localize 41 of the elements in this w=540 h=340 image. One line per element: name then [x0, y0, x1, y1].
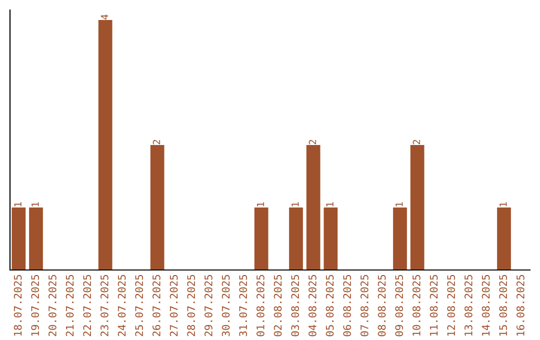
x-tick-label: 04.08.2025	[308, 275, 316, 336]
x-tick-label: 02.08.2025	[274, 275, 282, 336]
x-tick-label: 14.08.2025	[482, 275, 490, 336]
data-label: 1	[14, 202, 22, 206]
x-tick-label: 26.07.2025	[152, 275, 160, 336]
x-tick-label: 03.08.2025	[291, 275, 300, 336]
x-tick-label: 30.07.2025	[222, 275, 230, 336]
x-tick-label: 05.08.2025	[326, 275, 334, 336]
data-label: 1	[32, 202, 39, 206]
x-tick-label: 08.08.2025	[378, 275, 386, 336]
x-tick-label: 27.07.2025	[170, 275, 178, 336]
data-label: 1	[292, 202, 299, 206]
data-label: 1	[396, 202, 403, 206]
x-tick-label: 24.07.2025	[118, 275, 126, 336]
x-tick-label: 13.08.2025	[464, 275, 472, 336]
x-tick-label: 16.08.2025	[516, 275, 524, 336]
x-tick-label: 23.07.2025	[100, 275, 108, 336]
x-tick-label: 19.07.2025	[31, 275, 40, 336]
x-tick-label: 18.07.2025	[14, 275, 22, 336]
x-tick-label: 07.08.2025	[360, 275, 368, 336]
x-tick-label: 31.07.2025	[239, 275, 248, 336]
x-tick-label: 09.08.2025	[395, 275, 404, 336]
data-label: 1	[500, 202, 507, 206]
x-tick-label: 20.07.2025	[48, 275, 56, 336]
x-tick-label: 29.07.2025	[204, 275, 212, 336]
data-label: 1	[256, 202, 264, 206]
x-tick-label: 10.08.2025	[412, 275, 420, 336]
data-label: 1	[326, 202, 334, 206]
x-tick-label: 15.08.2025	[499, 275, 508, 336]
x-tick-label: 06.08.2025	[343, 275, 352, 336]
x-tick-label: 12.08.2025	[447, 275, 456, 336]
data-label: 2	[308, 140, 316, 144]
data-label: 2	[412, 140, 420, 144]
data-label: 4	[100, 14, 108, 20]
x-tick-label: 22.07.2025	[83, 275, 92, 336]
data-label: 2	[152, 140, 160, 144]
x-tick-label: 21.07.2025	[66, 275, 74, 336]
x-tick-label: 28.07.2025	[187, 275, 196, 336]
x-tick-label: 01.08.2025	[256, 275, 264, 336]
x-tick-label: 11.08.2025	[430, 275, 438, 336]
x-tick-label: 25.07.2025	[135, 275, 144, 336]
